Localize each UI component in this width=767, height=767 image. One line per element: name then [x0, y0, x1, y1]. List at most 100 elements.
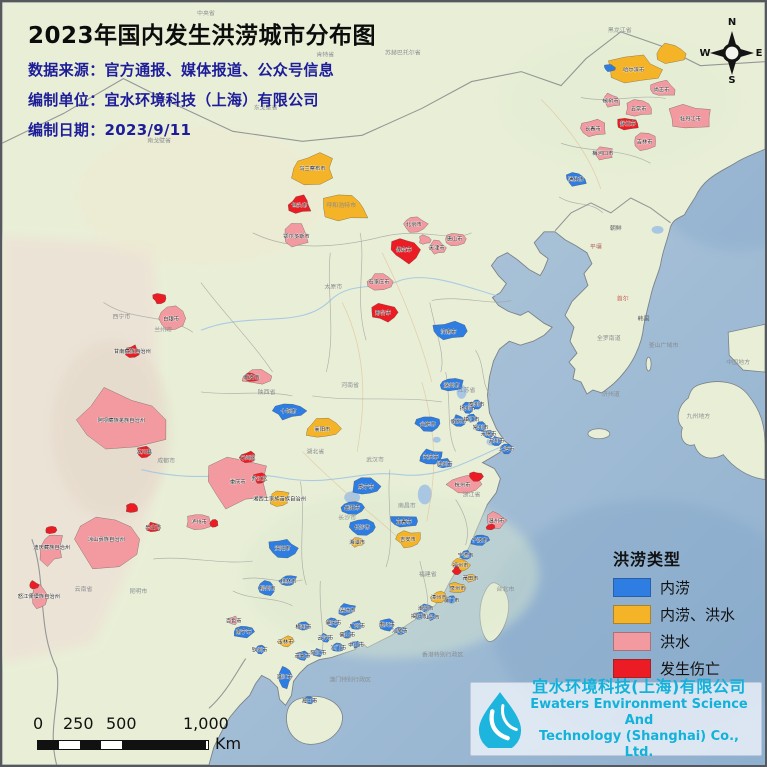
- city-label: 济南市: [441, 327, 457, 335]
- city-label: 海口市: [301, 696, 317, 704]
- city-region-blue: [348, 518, 376, 536]
- city-region-red: [29, 580, 40, 590]
- city-label: 湘潭市: [349, 538, 365, 546]
- data-source-line: 数据来源：官方通报、媒体报道、公众号信息: [28, 61, 335, 79]
- city-region-blue: [352, 477, 382, 495]
- city-label: 苏州市: [489, 437, 505, 445]
- city-label: 汕尾市: [392, 627, 408, 635]
- legend-swatch-orange: [613, 605, 651, 624]
- city-region-red: [244, 372, 259, 382]
- jeju-island: [587, 428, 611, 440]
- city-label: 怒江傈僳族自治州: [18, 592, 60, 600]
- city-label: 白银市: [163, 314, 179, 322]
- city-label: 包头市: [292, 201, 308, 209]
- city-region-blue: [432, 320, 468, 341]
- city-label: 杭州市: [455, 480, 471, 488]
- city-region-red: [125, 503, 138, 513]
- city-region-blue: [331, 642, 344, 652]
- city-region-pink: [650, 79, 676, 96]
- legend-items: 内涝 内涝、洪水 洪水 发生伤亡: [613, 577, 735, 679]
- city-label: 惠州市: [379, 621, 395, 629]
- city-label: 乌兰察布市: [299, 164, 325, 172]
- city-region-blue: [257, 580, 275, 596]
- basemap-label: 湖北省: [306, 448, 324, 456]
- city-label: 湛江市: [277, 672, 293, 680]
- company-logo-text: 宜水环境科技(上海)有限公司 Ewaters Environment Scien…: [523, 677, 755, 762]
- agency-line: 编制单位：宜水环境科技（上海）有限公司: [28, 91, 319, 109]
- city-label: 滁州市: [444, 381, 460, 389]
- basemap-label: 釜山广域市: [649, 341, 679, 349]
- city-region-blue: [604, 64, 616, 73]
- city-label: 迪庆藏族自治州: [33, 543, 70, 551]
- city-region-orange: [323, 194, 369, 222]
- city-label: 潮州市: [418, 604, 434, 612]
- city-region-pink: [208, 456, 268, 510]
- city-label: 岳阳市: [344, 503, 360, 511]
- city-label: 扬州市: [460, 404, 476, 412]
- city-region-pink: [668, 104, 711, 129]
- basemap-label: 呼和浩特市: [326, 201, 356, 209]
- company-name-en-1: Ewaters Environment Science And: [530, 696, 748, 728]
- city-region-pink: [445, 233, 467, 247]
- city-region-blue: [470, 399, 482, 410]
- hainan-island: [286, 695, 343, 745]
- basemap-label: 肯特省: [316, 51, 334, 59]
- city-region-blue: [499, 443, 513, 455]
- city-region-blue: [340, 501, 366, 515]
- city-region-red: [209, 519, 219, 528]
- legend-item-orange: 内涝、洪水: [613, 604, 735, 625]
- city-region-blue: [278, 575, 298, 586]
- city-label: 吉林市: [637, 137, 653, 145]
- city-label: 莆田市: [463, 574, 479, 582]
- compass-n: N: [728, 17, 736, 28]
- city-label: 阿坝藏族羌族自治州: [98, 416, 145, 424]
- basemap-label: 中国地方: [726, 358, 750, 366]
- city-label: 梅河口市: [592, 149, 613, 157]
- city-region-blue: [253, 644, 267, 655]
- legend-label-orange: 内涝、洪水: [660, 606, 736, 624]
- city-region-orange: [276, 635, 295, 648]
- city-label: 襄阳市: [314, 425, 330, 433]
- honshu-fragment: [727, 323, 765, 373]
- scale-label-250: 250: [63, 714, 94, 733]
- city-region-red: [145, 521, 161, 532]
- city-label: 乐山市: [145, 523, 161, 531]
- city-region-red: [371, 302, 399, 323]
- legend: 洪涝类型 内涝 内涝、洪水 洪水 发生伤亡: [613, 546, 735, 685]
- city-region-blue: [490, 435, 502, 446]
- scale-label-500: 500: [106, 714, 137, 733]
- city-label: 南京市: [451, 417, 467, 425]
- basemap-label: 全罗南道: [597, 334, 621, 342]
- basemap-label: 福建省: [419, 570, 437, 578]
- basemap-label: 太原市: [324, 282, 342, 290]
- city-region-red: [45, 525, 58, 534]
- city-region-red: [137, 445, 152, 459]
- scale-bar-segments: [37, 740, 209, 750]
- city-region-pink: [634, 132, 656, 151]
- city-label: 清远市: [339, 606, 355, 614]
- legend-label-pink: 洪水: [660, 633, 691, 651]
- city-label: 宁德市: [458, 551, 474, 559]
- city-label: 北京市: [406, 220, 422, 228]
- city-label: 凉山彝族自治州: [88, 535, 125, 543]
- city-region-blue: [412, 611, 425, 620]
- city-label: 温州市: [489, 516, 505, 524]
- legend-label-red: 发生伤亡: [660, 660, 721, 678]
- basemap-label: 黑龙江省: [608, 26, 632, 34]
- city-region-blue: [446, 595, 458, 604]
- city-label: 甘南藏族自治州: [114, 347, 151, 355]
- company-name-cn: 宜水环境科技(上海)有限公司: [532, 676, 746, 696]
- city-label: 汶川县: [136, 448, 152, 456]
- city-region-red: [451, 566, 462, 575]
- city-region-pink: [602, 92, 621, 108]
- city-region-red: [617, 118, 639, 131]
- basemap-label: 西宁市: [112, 312, 130, 320]
- city-label: 池州市: [437, 460, 453, 468]
- city-label: 黔江区: [252, 474, 268, 482]
- city-label: 天津市: [429, 244, 445, 252]
- city-label: 常州市: [473, 423, 489, 431]
- city-region-pink: [592, 146, 613, 161]
